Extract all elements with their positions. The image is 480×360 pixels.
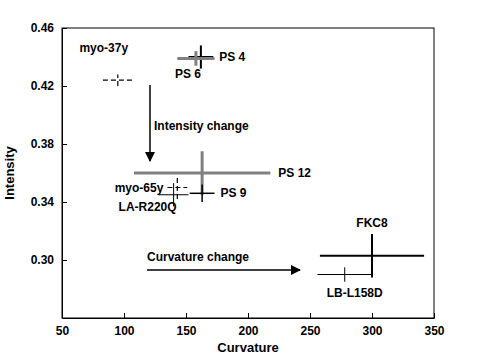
tick-label: 50 [56, 324, 70, 338]
y-error-bar [201, 185, 203, 202]
point-label: LA-R220Q [119, 200, 177, 214]
tick: 0.30 [31, 253, 67, 267]
error-cross [317, 267, 372, 282]
annotation: Intensity change [154, 119, 249, 133]
point-label: myo-37y [79, 41, 128, 55]
point-labels: PS 4 PS 6 myo-37y PS 12 PS 9 myo-65y LA-R220Q F… [79, 41, 388, 299]
tick-label: 250 [300, 324, 320, 338]
x-axis: 50 100 150 200 250 300 350 [56, 313, 445, 338]
plot-frame [62, 28, 434, 318]
tick: 0.38 [31, 137, 67, 151]
tick-mark [62, 28, 67, 29]
tick-label: 200 [238, 324, 258, 338]
point-label: PS 6 [175, 67, 201, 81]
point-label: PS 9 [221, 186, 247, 200]
tick: 350 [424, 313, 444, 338]
tick-label: 0.42 [31, 79, 55, 93]
y-error-bar [117, 74, 118, 86]
point-label: myo-65y [115, 181, 164, 195]
chart: 50 100 150 200 250 300 350 0.30 0.34 0.38 0.42 0.46… [0, 0, 480, 360]
plot: 50 100 150 200 250 300 350 0.30 0.34 0.38 0.42 0.46… [31, 21, 445, 337]
tick-mark [434, 313, 435, 318]
error-cross [177, 51, 214, 65]
tick-mark [124, 313, 125, 318]
tick-mark [310, 313, 311, 318]
tick-label: 150 [176, 324, 196, 338]
annotations: Intensity change Curvature change [147, 85, 300, 270]
y-error-bar [371, 234, 373, 278]
point-label: FKC8 [356, 216, 388, 230]
tick-label: 300 [362, 324, 382, 338]
point-label: PS 4 [219, 50, 245, 64]
error-cross [320, 234, 424, 278]
tick: 0.46 [31, 21, 67, 35]
y-axis: 0.30 0.34 0.38 0.42 0.46 [31, 21, 67, 318]
y-error-bar [344, 267, 345, 282]
tick-label: 100 [114, 324, 134, 338]
tick: 250 [300, 313, 320, 338]
annotation: Curvature change [147, 250, 249, 264]
tick: 100 [114, 313, 134, 338]
x-axis-title: Curvature [217, 340, 278, 355]
tick-mark [248, 313, 249, 318]
x-error-bar [103, 80, 133, 81]
tick-label: 350 [424, 324, 444, 338]
y-error-bar [194, 51, 197, 65]
tick: 150 [176, 313, 196, 338]
tick-mark [62, 202, 67, 203]
tick: 300 [362, 313, 382, 338]
point-label: LB-L158D [327, 286, 383, 300]
tick-mark [62, 260, 67, 261]
error-cross [167, 176, 187, 199]
tick: 0.42 [31, 79, 67, 93]
tick: 200 [238, 313, 258, 338]
marks [103, 45, 424, 281]
tick-label: 0.38 [31, 137, 55, 151]
tick-mark [62, 144, 67, 145]
y-axis-title: Intensity [2, 146, 17, 200]
axis-line [63, 318, 435, 319]
y-error-bar [177, 176, 178, 199]
axis-line [62, 29, 63, 319]
error-cross [190, 185, 215, 202]
tick: 0.34 [31, 195, 67, 209]
error-cross [103, 74, 133, 86]
annotation-arrow [149, 85, 151, 161]
tick-mark [186, 313, 187, 318]
tick-label: 0.46 [31, 21, 55, 35]
tick-label: 0.30 [31, 253, 55, 267]
tick-label: 0.34 [31, 195, 55, 209]
annotation-arrow [147, 269, 300, 271]
point-label: PS 12 [278, 166, 311, 180]
tick-mark [372, 313, 373, 318]
tick-mark [62, 86, 67, 87]
